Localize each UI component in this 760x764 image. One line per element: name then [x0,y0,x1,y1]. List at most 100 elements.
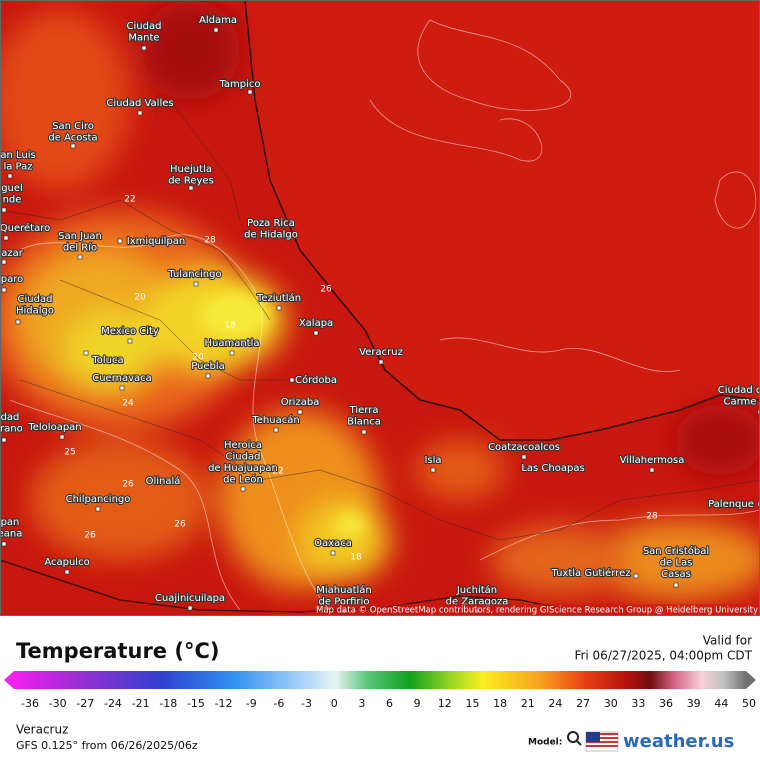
model-run: GFS 0.125° from 06/26/2025/06z [16,739,198,752]
city-label: pan [1,517,20,528]
city-dot [188,185,194,191]
city-dot [247,89,253,95]
city-dot [15,319,21,325]
city-label: Heroica [224,440,262,451]
colorbar [14,671,746,689]
contour-label: 24 [122,399,134,409]
city-dot [378,359,384,365]
city-label: Ciudad d [718,385,760,396]
city-label: Blanca [347,417,381,428]
city-label: Toluca [91,355,123,366]
contour-label: 28 [646,512,658,522]
colorbar-tick-label: -15 [187,697,205,710]
city-label: del Río [63,242,97,254]
city-label: Mexico City [101,326,159,337]
colorbar-tick-label: 36 [659,697,673,710]
city-label: Villahermosa [620,455,685,466]
contour-label: 26 [174,520,186,530]
isotherms [9,19,760,611]
city-label: Xalapa [299,318,333,329]
city-dot [77,254,83,260]
contour-label: 18 [350,553,362,563]
city-label: Palenque [708,499,754,510]
colorbar-arrow [746,671,756,689]
colorbar-ticks: -36 -30 -27 -24 -21 -18 -15 -12 -9 -6 -3 0 3 6 9 12 15 18… [21,697,756,710]
contour-label: 26 [320,285,332,295]
city-dot [520,465,526,471]
city-dot [649,467,655,473]
map: 22 20 18 20 26 24 25 26 26 26 28 18 22 28 Aldama Ciuda… [0,0,760,616]
city-label: azar [1,248,24,259]
city-dot [673,582,679,588]
brand: weather.us [623,731,734,752]
colorbar-tick-label: -3 [301,697,312,710]
city-label: San Ciro [52,121,94,132]
colorbar-tick-label: -21 [132,697,150,710]
city-label: Querétaro [0,222,50,234]
city-label: Poza Rica [247,218,295,229]
warm-core [200,293,270,337]
city-dot [149,478,155,484]
city-dot [59,434,65,440]
colorbar-tick-label: 3 [358,697,365,710]
warm-core [335,513,365,537]
city-label: an Luis [0,150,35,161]
contour-label: 25 [64,448,75,458]
colorbar-tick-label: -9 [246,697,257,710]
contour-label: 26 [84,531,96,541]
city-dot [64,569,70,575]
city-label: Tehuacán [251,414,299,426]
colorbar-tick-label: 18 [493,697,507,710]
city-label: Chilpancingo [66,494,131,505]
city-dot [187,605,193,611]
contour-label: 20 [192,353,204,363]
coastline [244,0,760,441]
city-label: Olinalá [146,475,181,487]
city-label: Tuxtla Gutiérrez [550,567,630,579]
colorbar-tick-label: 39 [687,697,701,710]
borders [0,99,760,541]
colorbar-tick-label: -6 [273,697,284,710]
city-dot [137,110,143,116]
city-label: Mante [128,33,159,44]
city-label: irano [0,424,23,435]
city-dot [95,506,101,512]
city-label: dad [1,412,20,423]
temperature-field [0,0,760,600]
city-label: San Juan [58,231,102,242]
city-dot [361,429,367,435]
city-dot [119,385,125,391]
city-label: Tampico [218,79,260,90]
city-label: Oaxaca [314,538,352,549]
city-label: Ixmiquilpan [127,236,185,247]
colorbar-tick-label: -27 [76,697,94,710]
colorbar-arrow [4,671,14,689]
contour-label: 22 [124,195,135,205]
city-label: de Acosta [48,133,97,144]
legend-title: Temperature (°C) [16,639,219,663]
city-dot [193,281,199,287]
city-label: Córdoba [295,374,337,386]
sea [245,0,760,440]
city-label: Ciudad [127,21,162,32]
city-dot [240,486,246,492]
colorbar-tick-label: -12 [215,697,233,710]
city-label: Huejutla [170,164,212,175]
city-label: Cuernavaca [92,373,152,384]
city-dot [141,45,147,51]
city-label: Casas [661,569,691,580]
colorbar-tick-label: 12 [438,697,452,710]
city-dot [633,573,639,579]
city-label: Orizaba [281,397,320,408]
colorbar-tick-label: 9 [414,697,421,710]
colorbar-tick-label: -36 [21,697,39,710]
city-dot [430,467,436,473]
city-dot [1,207,7,213]
city-label: Carme [724,397,757,408]
city-label: Ciudad Valles [106,98,173,109]
city-label: Coatzacoalcos [488,442,560,453]
contour-labels: 22 20 18 20 26 24 25 26 26 26 28 18 22 28 [64,195,658,563]
city-label: eana [0,529,22,540]
city-dot [1,437,7,443]
city-dot [205,373,211,379]
